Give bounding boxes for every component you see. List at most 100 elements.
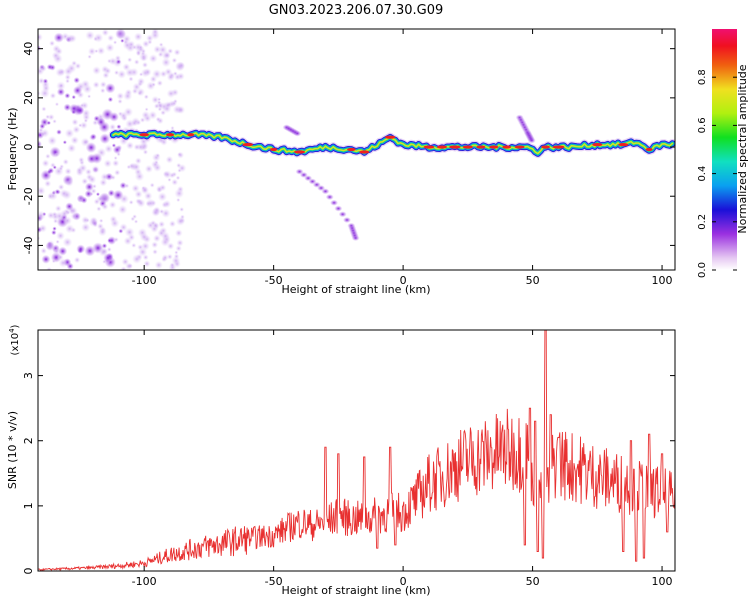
colorbar-ticks: 0.0 0.2 0.4 0.6 0.8: [697, 69, 737, 278]
noise-blob: [47, 192, 54, 200]
noise-blob: [76, 244, 86, 254]
noise-blob: [122, 91, 133, 101]
colorbar-tick-label: 0.2: [697, 214, 708, 230]
spectrogram-frame: [37, 28, 676, 271]
noise-blob: [38, 186, 46, 196]
noise-blob: [143, 260, 151, 268]
noise-blob: [99, 178, 108, 187]
noise-blob: [64, 128, 75, 139]
noise-blob: [156, 79, 164, 87]
noise-blob: [40, 169, 52, 181]
noise-blob: [166, 89, 176, 99]
spectrogram-y-label: Frequency (Hz): [6, 108, 19, 191]
noise-blob: [38, 90, 41, 97]
noise-blob: [179, 207, 185, 212]
noise-blob: [38, 33, 43, 42]
noise-blob: [51, 229, 57, 236]
noise-blob: [133, 219, 139, 224]
noise-blob: [107, 96, 114, 103]
x-tick-label: 100: [652, 575, 673, 588]
noise-blob: [174, 250, 179, 255]
noise-blob: [175, 245, 182, 252]
noise-blob: [51, 51, 60, 60]
noise-blob: [72, 85, 83, 96]
noise-blob: [163, 52, 171, 59]
noise-blob: [80, 137, 90, 147]
noise-blob: [126, 164, 132, 170]
spectrogram-y-axis: -40 -20 0 20 40: [22, 42, 675, 254]
noise-blob: [170, 125, 175, 131]
noise-blob: [157, 192, 168, 202]
noise-blob: [98, 227, 107, 237]
branch-blob: [325, 194, 334, 201]
noise-blob: [81, 108, 91, 118]
noise-blob: [173, 48, 181, 56]
noise-blob: [148, 54, 158, 63]
noise-blob: [149, 75, 158, 83]
noise-blob: [90, 188, 97, 195]
noise-blob: [168, 220, 176, 228]
noise-blob: [117, 204, 128, 215]
y-tick-label: 40: [22, 42, 35, 56]
noise-blob: [176, 72, 185, 81]
branch-blob: [527, 137, 536, 144]
y-tick-label: -20: [22, 187, 35, 205]
noise-blob: [138, 51, 149, 62]
noise-blob: [122, 34, 132, 44]
noise-blob: [151, 29, 159, 36]
y-tick-label: 0: [22, 568, 35, 575]
noise-blob: [123, 236, 133, 246]
noise-blob: [73, 76, 80, 84]
ridge-band: [112, 132, 674, 155]
noise-blob: [170, 100, 178, 107]
ridge-peak: [552, 145, 565, 149]
noise-blob: [127, 57, 133, 63]
noise-blob: [144, 107, 149, 112]
colorbar-tick-label: 0.8: [697, 69, 708, 85]
ridge-peak: [592, 142, 603, 147]
noise-blob: [177, 168, 182, 173]
ridge-peak: [541, 145, 550, 149]
noise-blob: [83, 118, 89, 123]
noise-blob: [157, 51, 164, 58]
noise-blob: [76, 166, 83, 174]
noise-blob: [125, 141, 135, 150]
noise-blob: [62, 140, 67, 145]
x-tick-label: -100: [132, 575, 157, 588]
noise-blob: [117, 69, 127, 79]
noise-blob: [113, 236, 119, 243]
noise-blob: [177, 152, 182, 157]
noise-blob: [104, 67, 112, 75]
ridge-peak: [436, 145, 448, 149]
noise-blob: [154, 260, 163, 270]
noise-blob: [172, 71, 178, 77]
noise-blob: [70, 136, 80, 145]
noise-blob: [145, 34, 154, 42]
noise-blob: [44, 180, 52, 188]
noise-blob: [56, 231, 65, 241]
noise-blob: [103, 253, 113, 263]
branch-blob: [343, 216, 352, 223]
noise-blob: [54, 152, 59, 157]
noise-blob: [142, 254, 149, 261]
noise-blob: [92, 183, 97, 189]
noise-blob: [64, 167, 72, 176]
noise-blob: [57, 183, 65, 191]
noise-blob: [159, 70, 168, 78]
noise-blob: [176, 162, 182, 169]
ridge-peak: [270, 147, 278, 152]
noise-blob: [143, 114, 152, 123]
spectrogram-image: [38, 29, 675, 270]
noise-blob: [137, 247, 148, 257]
noise-blob: [81, 216, 90, 225]
noise-blob: [65, 34, 75, 44]
noise-blob: [134, 157, 142, 165]
ridge-peak: [187, 133, 195, 137]
noise-blob: [91, 164, 101, 174]
noise-blob: [152, 249, 158, 255]
noise-blob: [155, 153, 161, 159]
spectrogram-x-axis: -100 -50 0 50 100: [132, 29, 673, 287]
noise-blob: [96, 222, 104, 230]
noise-blob: [112, 159, 120, 167]
y-tick-label: 2: [22, 437, 35, 444]
